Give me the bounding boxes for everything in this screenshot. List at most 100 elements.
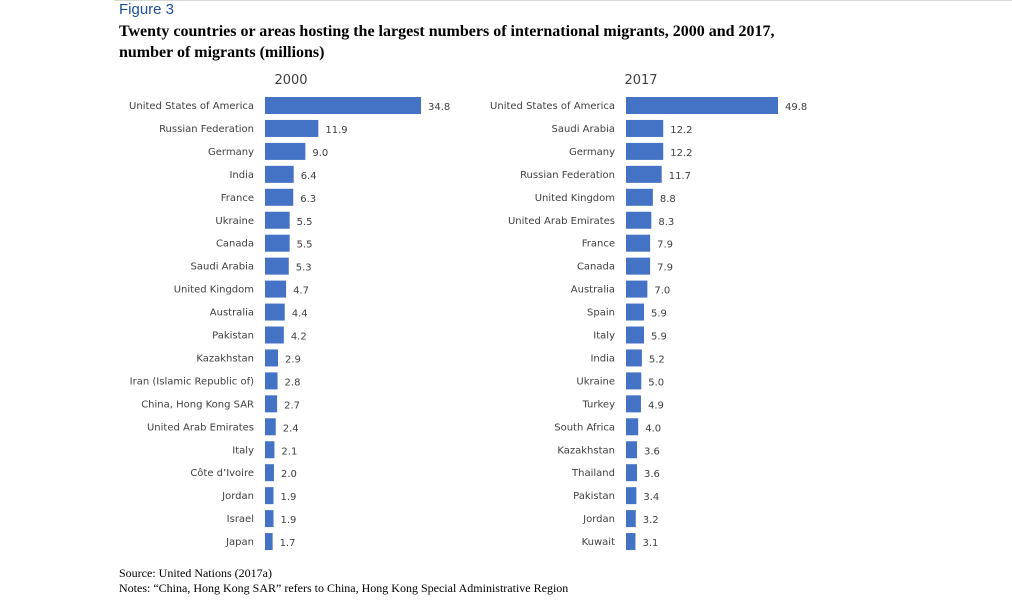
value-label: 12.2 (670, 125, 692, 136)
notes-text: Notes: “China, Hong Kong SAR” refers to … (119, 581, 569, 595)
category-label: Japan (225, 537, 254, 548)
bar-2017 (626, 257, 651, 275)
value-label: 5.9 (651, 309, 667, 320)
category-label: United Kingdom (535, 193, 615, 204)
value-label: 5.9 (651, 332, 667, 343)
bar-2000 (265, 165, 294, 183)
bar-2017 (626, 211, 652, 229)
value-label: 2.4 (283, 423, 299, 434)
value-label: 5.0 (648, 377, 664, 388)
category-label: India (229, 170, 254, 181)
category-label: Pakistan (212, 331, 254, 342)
chart-title-2000: 2000 (274, 73, 307, 88)
bar-2000 (265, 97, 421, 114)
bar-2017 (626, 142, 664, 160)
bar-2000 (265, 303, 285, 321)
category-label: France (582, 239, 615, 250)
category-label: Kazakhstan (557, 445, 615, 456)
value-label: 49.8 (785, 102, 807, 113)
value-label: 2.0 (281, 469, 297, 480)
value-label: 4.7 (293, 286, 309, 297)
value-label: 5.5 (297, 217, 313, 228)
value-label: 12.2 (670, 148, 692, 159)
value-label: 1.9 (281, 515, 297, 526)
category-label: China, Hong Kong SAR (141, 399, 254, 410)
category-label: Germany (569, 147, 615, 158)
category-label: Thailand (571, 468, 615, 479)
value-label: 7.0 (654, 286, 670, 297)
value-label: 4.4 (292, 309, 308, 320)
bar-2000 (265, 119, 319, 137)
category-label: Iran (Islamic Republic of) (130, 376, 254, 387)
value-label: 34.8 (428, 102, 450, 113)
value-label: 3.6 (644, 469, 660, 480)
chart-title-2017: 2017 (624, 73, 657, 88)
category-label: Italy (593, 331, 615, 342)
value-label: 3.2 (643, 515, 659, 526)
category-label: United Arab Emirates (147, 422, 254, 433)
value-label: 5.5 (297, 240, 313, 251)
source-note: Source: United Nations (2017a) (119, 566, 272, 580)
bar-2017 (626, 165, 662, 183)
category-label: Côte d’Ivoire (190, 467, 254, 479)
bar-2000 (265, 326, 284, 344)
bar-2000 (265, 280, 287, 298)
category-label: United Arab Emirates (508, 216, 615, 227)
category-label: Ukraine (576, 376, 615, 387)
value-label: 2.7 (284, 400, 300, 411)
bar-2017 (626, 487, 637, 505)
value-label: 8.8 (660, 194, 676, 205)
bar-2017 (626, 234, 651, 252)
category-label: South Africa (554, 422, 615, 433)
bar-2017 (626, 119, 664, 137)
top-rule (114, 0, 1012, 1)
value-label: 3.6 (644, 446, 660, 457)
category-label: Italy (232, 445, 254, 456)
value-label: 2.8 (285, 377, 301, 388)
category-label: India (590, 353, 615, 364)
bar-2000 (265, 487, 274, 505)
bar-2017 (626, 326, 645, 344)
value-label: 6.4 (301, 171, 317, 182)
category-label: Australia (571, 285, 615, 296)
bar-2000 (265, 510, 274, 528)
bar-2000 (265, 349, 278, 367)
bar-2017 (626, 533, 636, 551)
bar-2000 (265, 234, 290, 252)
bar-2017 (626, 97, 778, 114)
value-label: 1.7 (280, 538, 296, 549)
bar-2017 (626, 395, 641, 413)
category-label: Saudi Arabia (552, 124, 615, 135)
value-label: 5.2 (649, 354, 665, 365)
bar-2017 (626, 418, 639, 436)
value-label: 3.4 (643, 492, 659, 503)
bar-2000 (265, 441, 275, 459)
bar-2017 (626, 441, 637, 459)
value-label: 4.0 (645, 423, 661, 434)
value-label: 3.1 (642, 538, 658, 549)
category-label: Turkey (581, 399, 615, 410)
value-label: 11.9 (325, 125, 347, 136)
category-label: Saudi Arabia (191, 262, 254, 273)
category-label: United States of America (490, 101, 615, 112)
value-label: 2.1 (281, 446, 297, 457)
bar-2017 (626, 303, 645, 321)
value-label: 1.9 (281, 492, 297, 503)
value-label: 4.2 (291, 332, 307, 343)
category-label: Spain (587, 308, 615, 319)
category-label: Canada (216, 239, 254, 250)
category-label: Russian Federation (159, 124, 254, 135)
value-label: 9.0 (312, 148, 328, 159)
bar-2000 (265, 418, 276, 436)
category-label: Israel (227, 514, 254, 525)
category-label: Jordan (221, 491, 254, 502)
bar-2000 (265, 142, 306, 160)
category-label: Russian Federation (520, 170, 615, 181)
value-label: 8.3 (658, 217, 674, 228)
bar-2000 (265, 395, 278, 413)
category-label: Kuwait (582, 537, 615, 548)
value-label: 2.9 (285, 354, 301, 365)
value-label: 5.3 (296, 263, 312, 274)
category-label: Ukraine (215, 216, 254, 227)
